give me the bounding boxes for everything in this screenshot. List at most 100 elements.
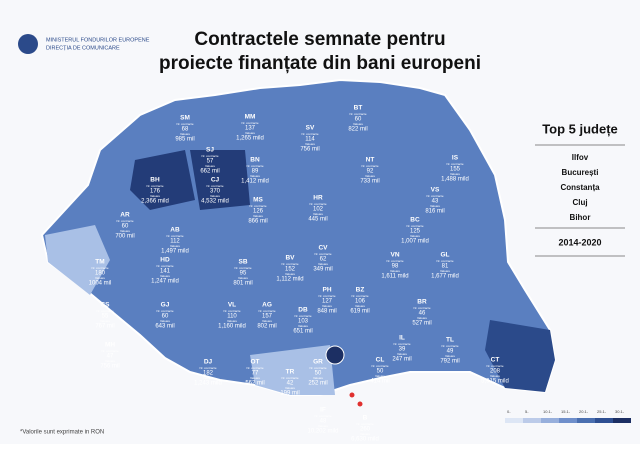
county-code: GJ <box>161 302 170 309</box>
value-label: Valoare <box>417 316 427 320</box>
county-value: 733 mil <box>360 179 379 185</box>
county-value: 1,677 mild <box>431 274 459 280</box>
contracts-label: Nr. contracte <box>156 309 173 313</box>
county-code: VS <box>431 187 440 194</box>
county-code: MS <box>253 197 263 204</box>
county-value: 651 mil <box>293 329 312 335</box>
contracts-label: Nr. contracte <box>156 264 173 268</box>
county-value: 247 mil <box>392 357 411 363</box>
county-code: GR <box>313 359 323 366</box>
contracts-label: Nr. contracte <box>351 294 368 298</box>
contracts-label: Nr. contracte <box>246 366 263 370</box>
value-label: Valoare <box>262 319 272 323</box>
top5-item: București <box>562 168 599 177</box>
county-code: HD <box>160 257 170 264</box>
county-contracts: 43 <box>432 199 439 205</box>
county-contracts: 114 <box>305 137 315 143</box>
county-code: BV <box>285 255 295 262</box>
county-code: VN <box>390 252 399 259</box>
county-contracts: 55 <box>102 314 109 320</box>
contracts-label: Nr. contracte <box>486 364 503 368</box>
county-contracts: 60 <box>162 314 169 320</box>
county-shape <box>45 225 110 295</box>
legend-swatch <box>613 418 631 423</box>
logo <box>18 34 38 54</box>
county-value: 1,007 mild <box>401 239 429 245</box>
value-label: Valoare <box>375 374 385 378</box>
county-value: 562 mil <box>245 381 264 387</box>
legend-swatch <box>523 418 541 423</box>
value-label: Valoare <box>355 304 365 308</box>
value-label: Valoare <box>285 386 295 390</box>
value-label: Valoare <box>365 174 375 178</box>
contracts-label: Nr. contracte <box>201 154 218 158</box>
county-contracts: 60 <box>122 224 129 230</box>
county-value: 985 mil <box>175 137 194 143</box>
county-contracts: 112 <box>170 239 180 245</box>
title: proiecte finanțate din bani europeni <box>159 53 481 74</box>
county-contracts: 182 <box>203 371 214 377</box>
county-value: 801 mil <box>233 281 252 287</box>
title: Contractele semnate pentru <box>194 29 445 50</box>
value-label: Valoare <box>445 354 455 358</box>
legend-label: 15.1- <box>561 409 571 414</box>
county-code: SB <box>238 259 247 266</box>
county-contracts: 89 <box>252 169 259 175</box>
county-code: BH <box>150 177 160 184</box>
value-label: Valoare <box>410 234 420 238</box>
county-code: B <box>363 415 368 422</box>
legend-label: 25.1- <box>597 409 607 414</box>
contracts-label: Nr. contracte <box>406 224 423 228</box>
value-label: Valoare <box>245 131 255 135</box>
contracts-label: Nr. contracte <box>166 234 183 238</box>
county-value: 767 mil <box>95 324 114 330</box>
contracts-label: Nr. contracte <box>281 262 298 266</box>
note: *Valorile sunt exprimate in RON <box>20 430 104 436</box>
county-value: 414 mil <box>370 379 389 385</box>
value-label: Valoare <box>313 212 323 216</box>
county-contracts: 81 <box>442 264 449 270</box>
county-contracts: 46 <box>419 311 426 317</box>
contracts-label: Nr. contracte <box>371 364 388 368</box>
county-value: 6,630 mild <box>351 437 379 443</box>
county-code: NT <box>366 157 375 164</box>
county-contracts: 39 <box>399 347 406 353</box>
value-label: Valoare <box>318 424 328 428</box>
county-contracts: 95 <box>240 271 247 277</box>
legend-swatch <box>595 418 613 423</box>
county-shape <box>485 320 555 392</box>
county-contracts: 157 <box>262 314 273 320</box>
county-value: 445 mil <box>308 217 327 223</box>
contracts-label: Nr. contracte <box>301 132 318 136</box>
county-value: 756 mil <box>300 147 319 153</box>
county-contracts: 48 <box>320 419 327 425</box>
county-value: 4,532 mild <box>201 199 229 205</box>
county-code: CS <box>100 302 110 309</box>
county-value: 643 mil <box>155 324 174 330</box>
county-code: BN <box>250 157 260 164</box>
contracts-label: Nr. contracte <box>241 121 258 125</box>
county-contracts: 137 <box>245 126 256 132</box>
legend-label: 20.1- <box>579 409 589 414</box>
value-label: Valoare <box>450 172 460 176</box>
county-code: TL <box>446 337 454 344</box>
county-code: CJ <box>211 177 220 184</box>
county-value: 1,243 mild <box>194 381 222 387</box>
value-label: Valoare <box>227 319 237 323</box>
contracts-label: Nr. contracte <box>393 342 410 346</box>
legend-swatch <box>577 418 595 423</box>
county-value: 2,366 mild <box>141 199 169 205</box>
contracts-label: Nr. contracte <box>176 122 193 126</box>
county-value: 866 mil <box>248 219 267 225</box>
county-contracts: 62 <box>320 257 327 263</box>
value-label: Valoare <box>180 132 190 136</box>
legend-swatch <box>559 418 577 423</box>
county-contracts: 60 <box>355 117 362 123</box>
value-label: Valoare <box>205 164 215 168</box>
county-contracts: 50 <box>315 371 322 377</box>
value-label: Valoare <box>250 174 260 178</box>
top5-item: Ilfov <box>572 153 589 162</box>
value-label: Valoare <box>250 376 260 380</box>
legend-label: 0- <box>507 409 511 414</box>
